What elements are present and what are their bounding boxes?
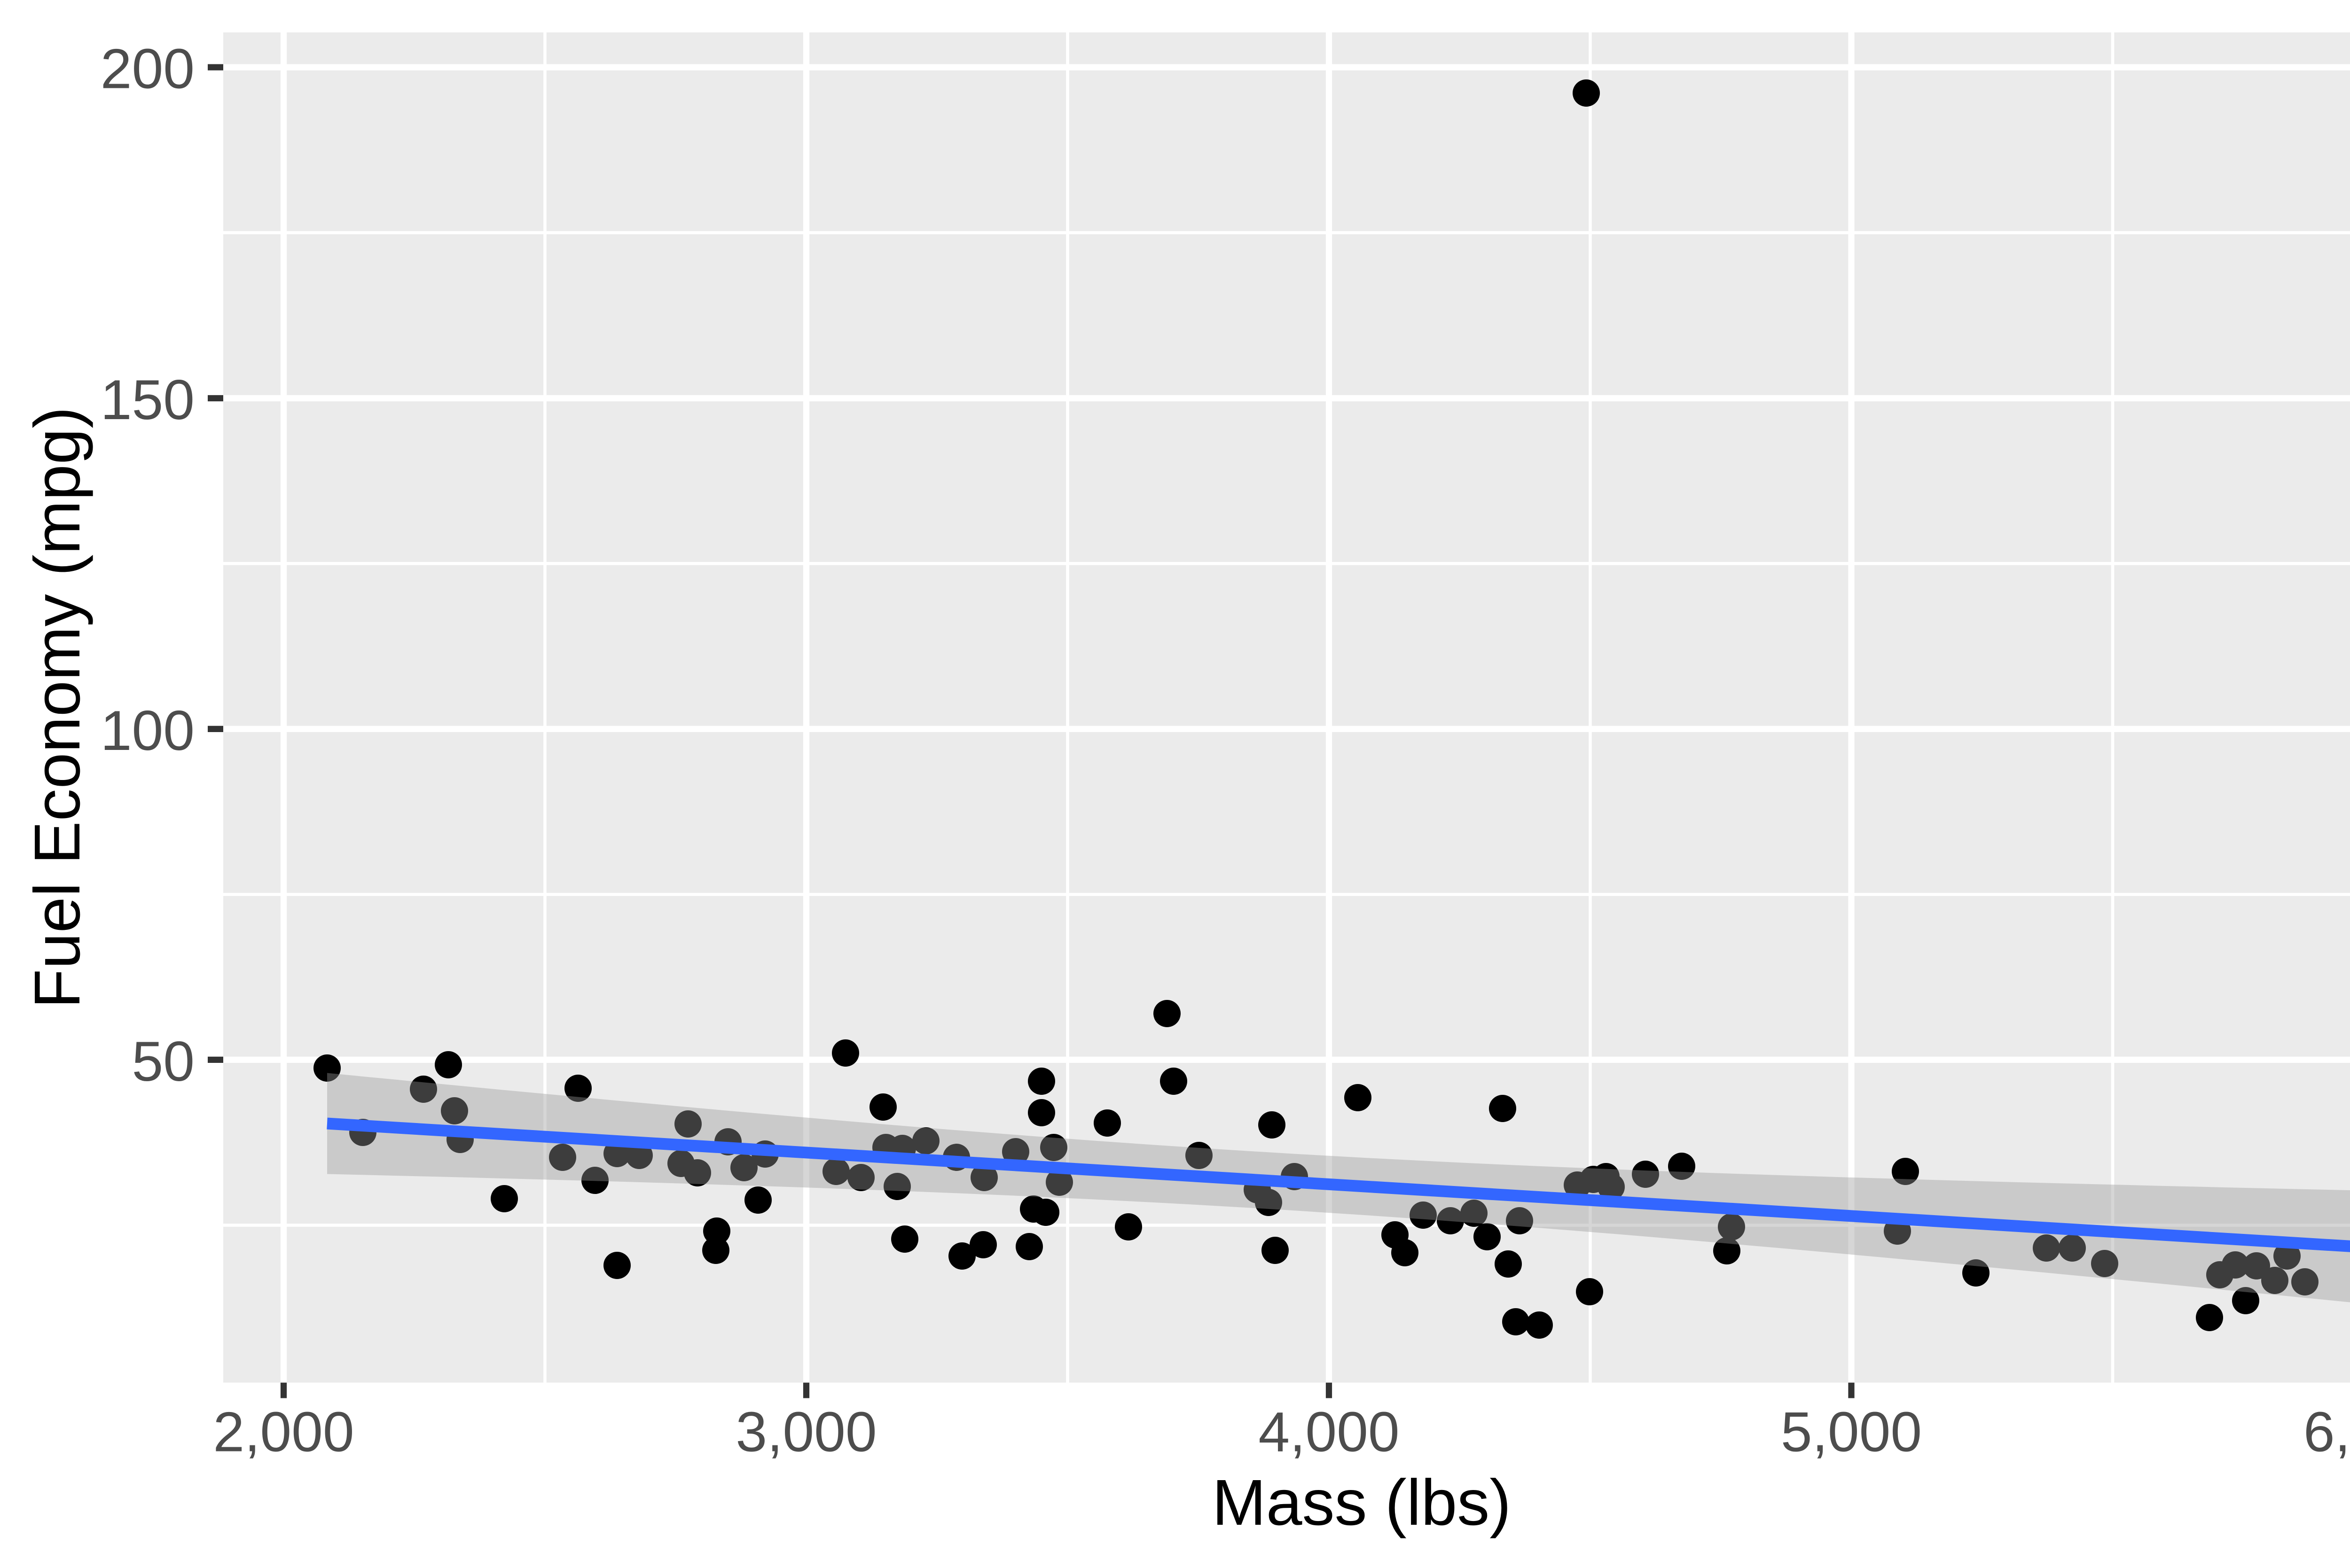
svg-text:6,000: 6,000 [2303, 1401, 2350, 1464]
svg-text:Mass (lbs): Mass (lbs) [1212, 1467, 1511, 1539]
svg-text:5,000: 5,000 [1781, 1401, 1922, 1464]
svg-text:4,000: 4,000 [1258, 1401, 1399, 1464]
svg-text:200: 200 [101, 38, 195, 101]
svg-text:50: 50 [132, 1030, 195, 1093]
svg-text:150: 150 [101, 368, 195, 431]
svg-text:100: 100 [101, 699, 195, 762]
svg-text:Fuel Economy (mpg): Fuel Economy (mpg) [21, 407, 94, 1009]
svg-text:2,000: 2,000 [213, 1401, 354, 1464]
svg-text:3,000: 3,000 [736, 1401, 877, 1464]
